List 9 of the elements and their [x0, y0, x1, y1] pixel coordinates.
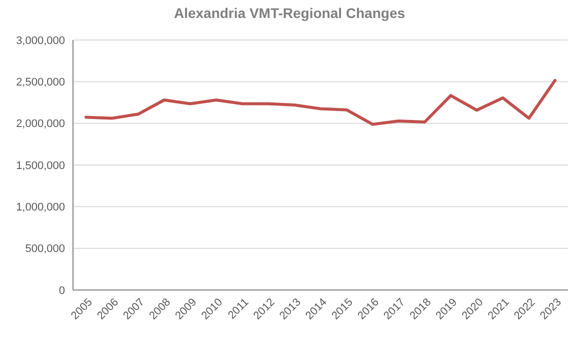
y-tick-label: 1,000,000 — [16, 202, 65, 214]
y-tick-label: 1,500,000 — [16, 160, 65, 172]
y-tick-label: 2,000,000 — [16, 118, 65, 130]
y-tick-label: 3,000,000 — [16, 34, 65, 47]
line-series — [84, 78, 556, 126]
y-tick-label: 2,500,000 — [16, 76, 65, 89]
y-tick-label: 0 — [58, 284, 65, 297]
chart-title: Alexandria VMT-Regional Changes — [174, 5, 406, 21]
y-tick-label: 500,000 — [25, 243, 65, 256]
